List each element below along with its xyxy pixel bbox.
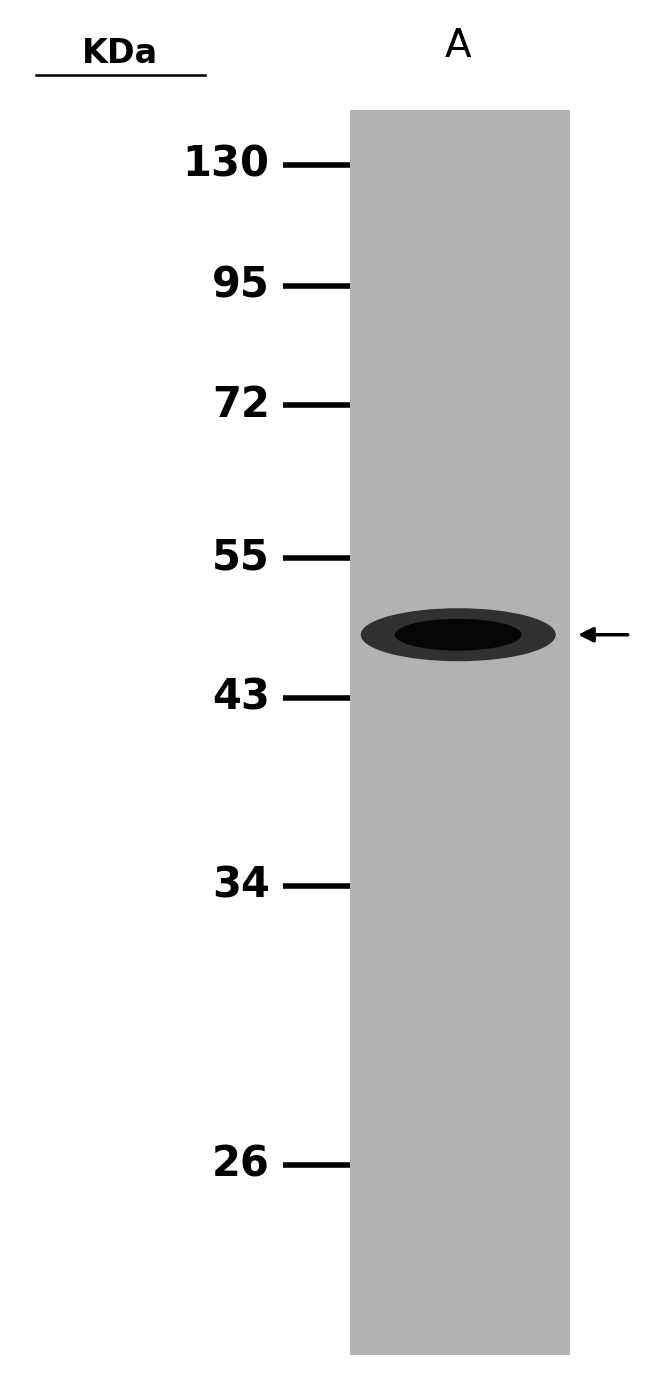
Ellipse shape <box>395 619 521 650</box>
Text: 72: 72 <box>212 384 270 425</box>
Ellipse shape <box>361 608 556 661</box>
Text: A: A <box>445 27 471 66</box>
Text: 26: 26 <box>212 1144 270 1186</box>
Text: KDa: KDa <box>82 36 159 70</box>
Text: 34: 34 <box>212 865 270 907</box>
Text: 130: 130 <box>183 144 270 186</box>
FancyBboxPatch shape <box>350 110 570 1355</box>
Text: 43: 43 <box>212 677 270 718</box>
Text: 55: 55 <box>212 537 270 579</box>
Text: 95: 95 <box>212 265 270 307</box>
